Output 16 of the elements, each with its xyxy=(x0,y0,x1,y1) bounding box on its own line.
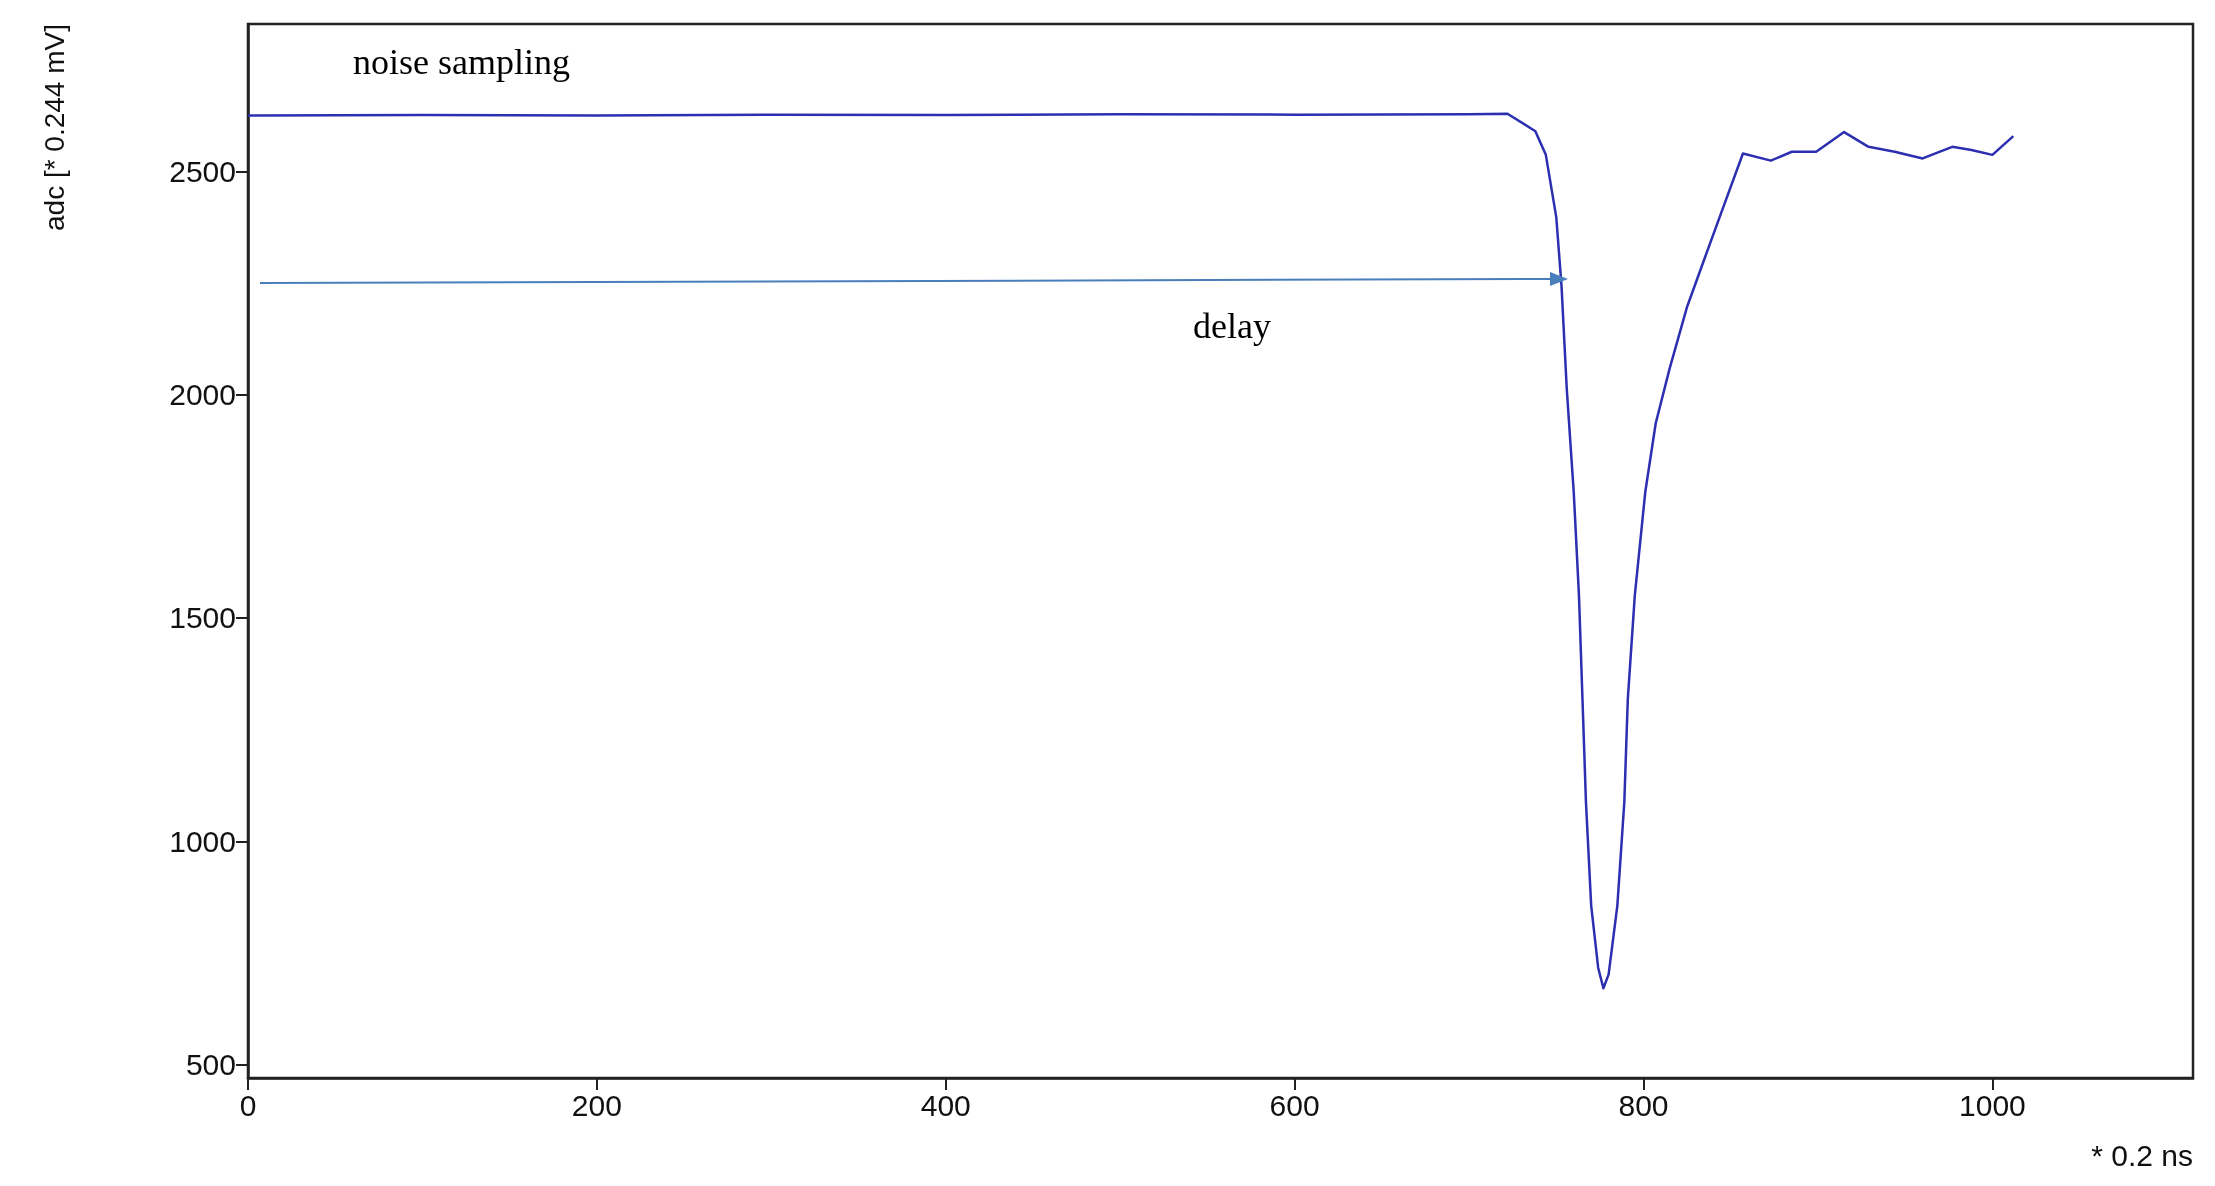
y-tick-label: 1500 xyxy=(169,601,236,635)
line-series xyxy=(246,112,2015,990)
x-tick-label: 600 xyxy=(1269,1088,1320,1122)
y-tick-label: 1000 xyxy=(169,824,236,858)
y-tick-label: 500 xyxy=(185,1048,236,1082)
x-tick-label: 400 xyxy=(920,1088,971,1122)
x-axis-title: * 0.2 ns xyxy=(2091,1138,2193,1172)
annotation: noise sampling xyxy=(353,42,570,82)
y-tick-label: 2500 xyxy=(169,154,236,188)
x-tick-label: 0 xyxy=(239,1088,257,1122)
y-tick-label: 2000 xyxy=(169,378,236,412)
x-tick-label: 1000 xyxy=(1959,1088,2026,1122)
x-tick-label: 800 xyxy=(1618,1088,1669,1122)
x-tick-label: 200 xyxy=(571,1088,622,1122)
y-axis-title: adc [* 0.244 mV] xyxy=(38,24,70,232)
annotation: delay xyxy=(1193,306,1271,346)
